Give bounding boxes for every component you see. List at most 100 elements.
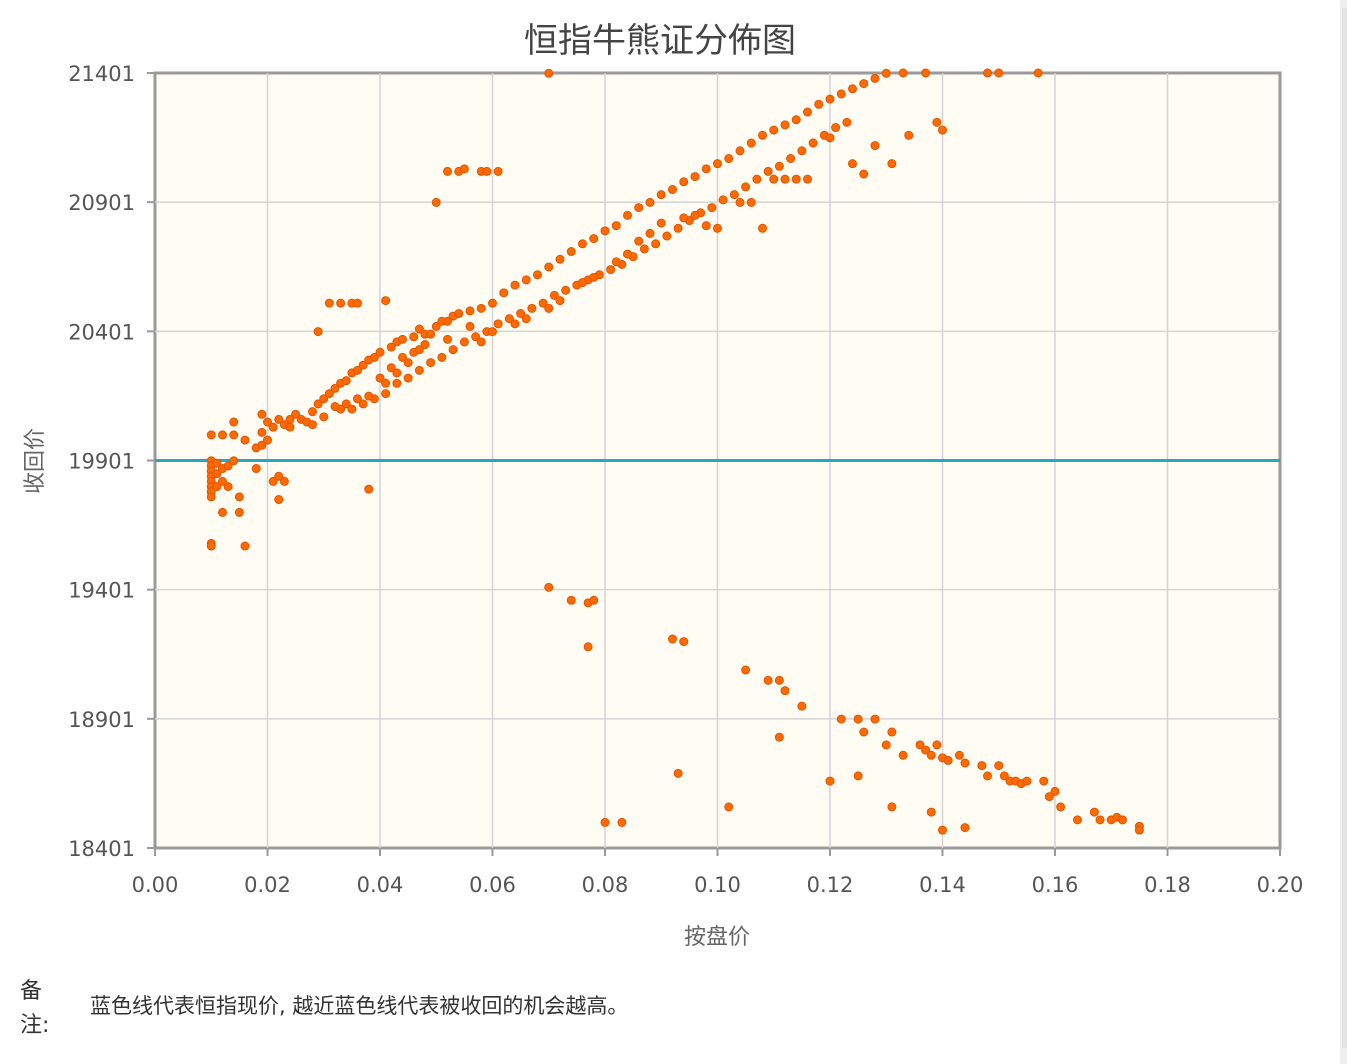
bull-cbbc-point (476, 337, 486, 347)
bear-cbbc-point (926, 807, 936, 817)
bull-cbbc-point (313, 327, 323, 337)
scatter-chart: 恒指牛熊证分佈图 0.00 0.02 0.04 0.06 0.08 0.10 0.12 0.1… (23, 21, 1303, 950)
bull-cbbc-point (679, 177, 689, 187)
bull-cbbc-point (679, 213, 689, 223)
bull-cbbc-point (358, 360, 368, 370)
bull-cbbc-point (791, 115, 801, 125)
bear-cbbc-point (1050, 786, 1060, 796)
bull-cbbc-point (218, 430, 227, 440)
bull-cbbc-point (240, 541, 250, 551)
bull-cbbc-point (206, 492, 216, 502)
bull-cbbc-point (229, 456, 239, 466)
bear-cbbc-point (887, 802, 897, 812)
y-tick-label: 19401 (68, 579, 135, 603)
bull-cbbc-point (808, 138, 818, 148)
y-tick-label: 19901 (68, 450, 135, 474)
bull-cbbc-point (330, 402, 340, 412)
bear-cbbc-point (836, 714, 846, 724)
bull-cbbc-point (662, 231, 672, 241)
bull-cbbc-point (578, 278, 587, 288)
bear-cbbc-point (999, 771, 1009, 781)
bear-cbbc-point (921, 745, 931, 755)
bull-cbbc-point (212, 482, 222, 492)
bull-cbbc-point (758, 130, 767, 140)
bull-cbbc-point (279, 476, 289, 486)
bull-cbbc-point (263, 417, 272, 427)
bull-cbbc-point (330, 383, 340, 393)
bull-cbbc-point (448, 345, 458, 355)
chart-title: 恒指牛熊证分佈图 (524, 21, 796, 61)
bull-cbbc-point (898, 68, 908, 78)
bull-cbbc-point (476, 303, 486, 313)
y-tick-label: 18901 (68, 708, 135, 732)
bear-cbbc-point (983, 771, 992, 781)
bull-cbbc-point (1033, 68, 1043, 78)
bull-cbbc-point (690, 172, 700, 182)
bull-cbbc-point (482, 166, 492, 176)
bull-cbbc-point (836, 89, 846, 99)
bull-cbbc-point (746, 197, 756, 207)
y-tick-label: 20901 (68, 191, 135, 215)
bull-cbbc-point (555, 254, 565, 264)
bull-cbbc-point (324, 389, 334, 399)
bear-cbbc-point (668, 634, 677, 644)
bull-cbbc-point (414, 365, 424, 375)
bear-cbbc-point (870, 714, 880, 724)
x-axis-label: 按盘价 (684, 925, 750, 950)
bull-cbbc-point (431, 321, 441, 331)
bear-cbbc-point (960, 823, 970, 833)
bull-cbbc-point (701, 221, 711, 231)
bull-cbbc-point (544, 68, 554, 78)
bull-cbbc-point (493, 319, 503, 329)
bull-cbbc-point (831, 123, 841, 133)
bull-cbbc-point (212, 458, 222, 468)
bull-cbbc-point (797, 146, 807, 156)
bull-cbbc-point (488, 327, 497, 337)
bull-cbbc-point (454, 309, 464, 319)
bull-cbbc-point (656, 218, 666, 228)
page-scrollbar-thumb[interactable] (1342, 8, 1347, 1048)
bull-cbbc-point (848, 84, 857, 94)
bull-cbbc-point (386, 342, 396, 352)
bull-cbbc-point (634, 203, 644, 213)
bull-cbbc-point (718, 195, 728, 205)
bull-cbbc-point (274, 471, 284, 481)
bull-cbbc-point (729, 190, 739, 200)
bull-cbbc-point (780, 174, 790, 184)
bull-cbbc-point (443, 334, 452, 344)
bull-cbbc-point (206, 430, 216, 440)
bull-cbbc-point (870, 141, 880, 151)
bull-cbbc-point (414, 345, 424, 355)
bull-cbbc-point (443, 166, 452, 176)
bull-cbbc-point (437, 352, 447, 362)
bull-cbbc-point (392, 378, 402, 388)
bull-cbbc-point (623, 210, 632, 220)
bull-cbbc-point (381, 296, 391, 306)
bull-cbbc-point (651, 239, 661, 249)
bull-cbbc-point (268, 422, 278, 432)
bull-cbbc-point (392, 368, 402, 378)
bull-cbbc-point (561, 285, 571, 295)
bull-cbbc-point (459, 164, 469, 174)
bull-cbbc-point (994, 68, 1004, 78)
bear-cbbc-point (1056, 802, 1066, 812)
bull-cbbc-point (426, 358, 436, 368)
bull-cbbc-point (510, 280, 520, 290)
bull-cbbc-point (263, 435, 272, 445)
bear-cbbc-point (780, 686, 790, 696)
bull-cbbc-point (234, 507, 244, 517)
bull-cbbc-point (634, 236, 644, 246)
bull-cbbc-point (803, 107, 812, 117)
bull-cbbc-point (308, 407, 317, 417)
bear-cbbc-point (887, 727, 897, 737)
bear-cbbc-point (566, 595, 576, 605)
bull-cbbc-point (606, 265, 616, 275)
y-tick-label: 20401 (68, 320, 135, 344)
bull-cbbc-point (904, 130, 914, 140)
bull-cbbc-point (623, 249, 632, 259)
bull-cbbc-point (611, 257, 621, 267)
bear-cbbc-point (994, 761, 1004, 771)
bull-cbbc-point (347, 404, 357, 414)
bull-cbbc-point (600, 226, 610, 236)
bull-cbbc-point (403, 373, 413, 383)
